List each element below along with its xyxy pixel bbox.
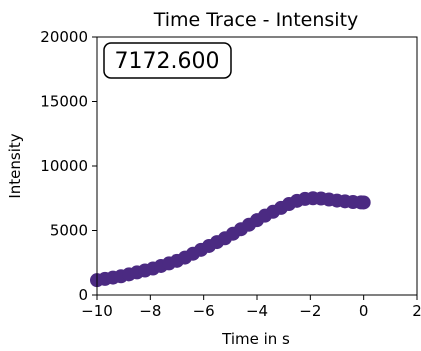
- data-point: [356, 195, 371, 210]
- x-tick-label: −4: [246, 302, 268, 320]
- y-tick-label: 15000: [40, 93, 88, 111]
- y-tick-label: 20000: [40, 28, 88, 46]
- x-tick-label: −8: [139, 302, 161, 320]
- y-axis-label: Intensity: [6, 133, 24, 198]
- y-tick-label: 0: [78, 286, 88, 304]
- readout-value: 7172.600: [115, 49, 220, 74]
- data-points: [90, 191, 371, 288]
- y-axis: 0 5000 10000 15000 20000: [40, 28, 97, 304]
- y-tick-label: 5000: [50, 222, 88, 240]
- x-tick-label: −6: [193, 302, 215, 320]
- x-tick-label: −2: [299, 302, 321, 320]
- x-axis: −10 −8 −6 −4 −2 0 2: [81, 295, 421, 320]
- readout-box: [103, 42, 232, 79]
- x-axis-label: Time in s: [221, 330, 290, 348]
- chart-title: Time Trace - Intensity: [153, 9, 359, 31]
- x-tick-label: 0: [359, 302, 369, 320]
- y-tick-label: 10000: [40, 157, 88, 175]
- x-tick-label: 2: [412, 302, 421, 320]
- x-tick-label: −10: [81, 302, 113, 320]
